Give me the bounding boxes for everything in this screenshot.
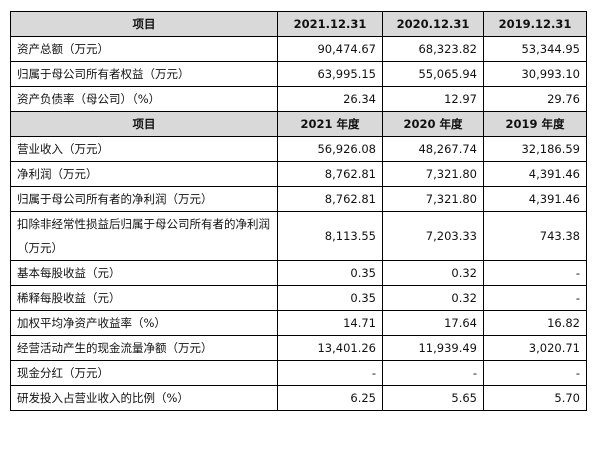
value-2019: 32,186.59: [483, 136, 587, 162]
value-2019: 53,344.95: [483, 36, 587, 62]
row-label: 资产总额（万元）: [10, 36, 278, 62]
value-2019: 29.76: [483, 86, 587, 112]
header-item: 项目: [10, 111, 278, 137]
table-row: 稀释每股收益（元） 0.35 0.32 -: [10, 285, 587, 311]
table-row: 研发投入占营业收入的比例（%） 6.25 5.65 5.70: [10, 385, 587, 411]
value-2021: 63,995.15: [277, 61, 383, 87]
table-row: 净利润（万元） 8,762.81 7,321.80 4,391.46: [10, 161, 587, 187]
value-2020: -: [382, 360, 484, 386]
row-label: 归属于母公司所有者权益（万元）: [10, 61, 278, 87]
value-2021: 8,762.81: [277, 161, 383, 187]
value-2019: -: [483, 360, 587, 386]
value-2020: 55,065.94: [382, 61, 484, 87]
header-2021: 2021 年度: [277, 111, 383, 137]
value-2020: 7,321.80: [382, 186, 484, 212]
header-item: 项目: [10, 11, 278, 37]
row-label: 资产负债率（母公司）（%）: [10, 86, 278, 112]
table-row: 归属于母公司所有者的净利润（万元） 8,762.81 7,321.80 4,39…: [10, 186, 587, 212]
value-2021: 0.35: [277, 260, 383, 286]
header-2020: 2020 年度: [382, 111, 484, 137]
value-2021: 8,113.55: [277, 211, 383, 261]
row-label: 经营活动产生的现金流量净额（万元）: [10, 335, 278, 361]
row-label: 归属于母公司所有者的净利润（万元）: [10, 186, 278, 212]
row-label: 现金分红（万元）: [10, 360, 278, 386]
table-row: 经营活动产生的现金流量净额（万元） 13,401.26 11,939.49 3,…: [10, 335, 587, 361]
row-label: 基本每股收益（元）: [10, 260, 278, 286]
table-row: 资产负债率（母公司）（%） 26.34 12.97 29.76: [10, 86, 587, 112]
value-2019: 4,391.46: [483, 161, 587, 187]
header-row-income: 项目 2021 年度 2020 年度 2019 年度: [10, 111, 587, 137]
header-2019: 2019 年度: [483, 111, 587, 137]
financial-summary-table: 项目 2021.12.31 2020.12.31 2019.12.31 资产总额…: [10, 11, 587, 411]
table-row: 基本每股收益（元） 0.35 0.32 -: [10, 260, 587, 286]
value-2020: 48,267.74: [382, 136, 484, 162]
table-row: 加权平均净资产收益率（%） 14.71 17.64 16.82: [10, 310, 587, 336]
value-2019: 4,391.46: [483, 186, 587, 212]
row-label: 净利润（万元）: [10, 161, 278, 187]
value-2021: 6.25: [277, 385, 383, 411]
value-2021: 13,401.26: [277, 335, 383, 361]
value-2021: -: [277, 360, 383, 386]
value-2019: 30,993.10: [483, 61, 587, 87]
value-2021: 90,474.67: [277, 36, 383, 62]
value-2020: 0.32: [382, 285, 484, 311]
header-row-balance: 项目 2021.12.31 2020.12.31 2019.12.31: [10, 11, 587, 37]
value-2020: 12.97: [382, 86, 484, 112]
header-2019: 2019.12.31: [483, 11, 587, 37]
value-2019: 5.70: [483, 385, 587, 411]
value-2019: 743.38: [483, 211, 587, 261]
table-row: 营业收入（万元） 56,926.08 48,267.74 32,186.59: [10, 136, 587, 162]
value-2020: 17.64: [382, 310, 484, 336]
value-2019: -: [483, 260, 587, 286]
value-2020: 7,321.80: [382, 161, 484, 187]
value-2021: 8,762.81: [277, 186, 383, 212]
value-2021: 26.34: [277, 86, 383, 112]
value-2021: 56,926.08: [277, 136, 383, 162]
value-2020: 7,203.33: [382, 211, 484, 261]
value-2019: -: [483, 285, 587, 311]
table-row: 扣除非经常性损益后归属于母公司所有者的净利润（万元） 8,113.55 7,20…: [10, 211, 587, 261]
value-2021: 0.35: [277, 285, 383, 311]
table-row: 归属于母公司所有者权益（万元） 63,995.15 55,065.94 30,9…: [10, 61, 587, 87]
table-row: 现金分红（万元） - - -: [10, 360, 587, 386]
value-2019: 16.82: [483, 310, 587, 336]
row-label: 加权平均净资产收益率（%）: [10, 310, 278, 336]
row-label: 扣除非经常性损益后归属于母公司所有者的净利润（万元）: [10, 211, 278, 261]
value-2020: 0.32: [382, 260, 484, 286]
value-2020: 68,323.82: [382, 36, 484, 62]
value-2020: 11,939.49: [382, 335, 484, 361]
row-label: 稀释每股收益（元）: [10, 285, 278, 311]
row-label: 营业收入（万元）: [10, 136, 278, 162]
value-2019: 3,020.71: [483, 335, 587, 361]
table-row: 资产总额（万元） 90,474.67 68,323.82 53,344.95: [10, 36, 587, 62]
value-2021: 14.71: [277, 310, 383, 336]
financial-table-container: 项目 2021.12.31 2020.12.31 2019.12.31 资产总额…: [10, 11, 587, 411]
header-2020: 2020.12.31: [382, 11, 484, 37]
value-2020: 5.65: [382, 385, 484, 411]
row-label: 研发投入占营业收入的比例（%）: [10, 385, 278, 411]
header-2021: 2021.12.31: [277, 11, 383, 37]
